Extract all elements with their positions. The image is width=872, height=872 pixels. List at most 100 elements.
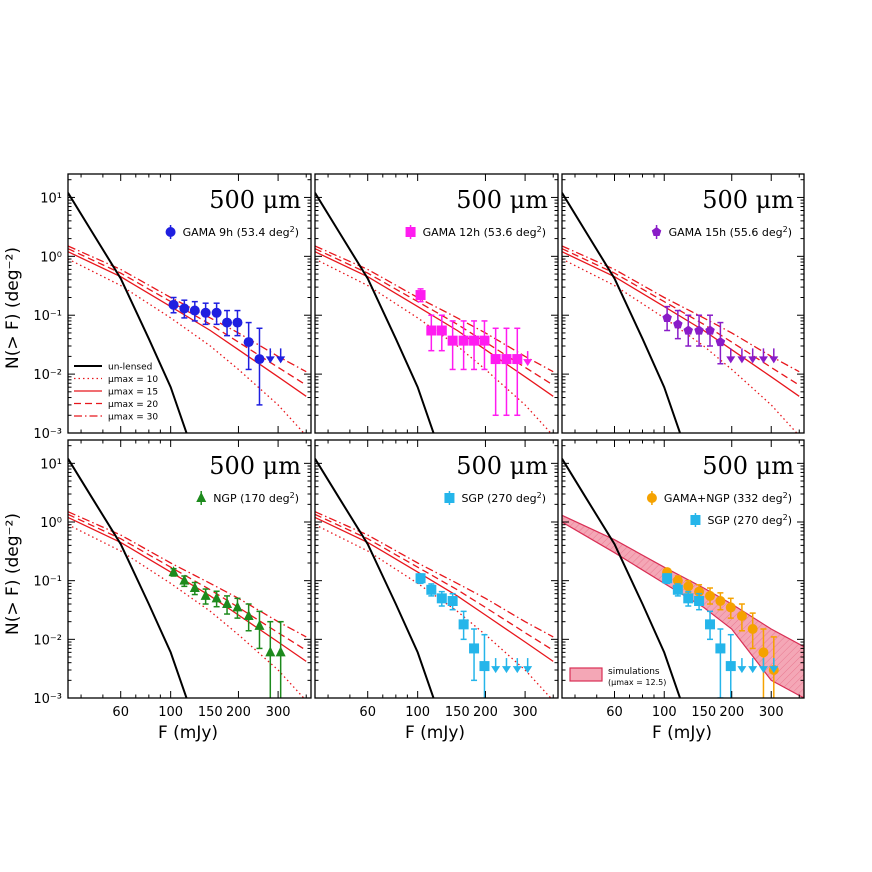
data-point (243, 609, 254, 620)
y-tick-label: 10⁰ (40, 250, 62, 265)
un-lensed-curve (315, 458, 435, 698)
wavelength-label: 500 μm (209, 186, 301, 214)
data-point (179, 574, 190, 585)
y-axis-label-top: N(> F) (deg⁻²) (3, 247, 23, 369)
data-point (479, 335, 490, 346)
y-axis-label-bottom: N(> F) (deg⁻²) (3, 513, 23, 635)
legend-marker (690, 515, 701, 525)
un-lensed-curve (68, 458, 188, 698)
legend-marker (405, 227, 416, 237)
legend-entry: SGP (270 deg2) (444, 491, 546, 506)
legend-label: GAMA 15h (55.6 deg2) (669, 225, 792, 240)
x-tick-label: 60 (112, 705, 129, 720)
panel-3: 500 μm GAMA 15h (55.6 deg2) (561, 173, 805, 434)
model-curve-mu30 (315, 511, 554, 638)
data-point (232, 601, 243, 612)
data-point (458, 619, 469, 630)
x-tick-label: 200 (719, 705, 744, 720)
upper-limit-arrow (276, 356, 286, 364)
y-tick-label: 10⁻² (33, 368, 62, 383)
x-tick-label: 100 (158, 705, 183, 720)
upper-limit-arrow (523, 666, 533, 674)
model-curve-mu10 (315, 258, 552, 433)
x-tick-label: 300 (759, 705, 784, 720)
data-point (662, 573, 673, 584)
y-tick-label: 10⁻³ (33, 427, 62, 442)
model-curve-mu10 (68, 258, 305, 433)
data-point (758, 647, 769, 658)
data-point (683, 325, 693, 335)
un-lensed-curve (562, 192, 682, 433)
legend-label: SGP (270 deg2) (461, 491, 546, 506)
data-point (200, 307, 211, 318)
upper-limit-arrow (512, 666, 522, 674)
legend-label: SGP (270 deg2) (707, 513, 792, 528)
data-point (662, 312, 672, 322)
legend-label: GAMA 12h (53.6 deg2) (423, 225, 546, 240)
plot-area (315, 192, 554, 433)
x-tick-label: 100 (652, 705, 677, 720)
panel-6: 60 100 150 200 300 500 μm GAMA+NGP (332 deg2) S… (561, 439, 805, 720)
model-curve-mu20 (315, 513, 554, 651)
un-lensed-curve (562, 458, 682, 698)
x-tick-label: 200 (473, 705, 498, 720)
legend-entry: GAMA 15h (55.6 deg2) (651, 225, 792, 240)
upper-limit-arrow (758, 666, 768, 674)
data-point (683, 593, 694, 604)
y-tick-label: 10¹ (40, 457, 62, 472)
model-curve-mu10 (562, 258, 798, 433)
series-gama-15h (662, 305, 779, 365)
x-tick-label: 150 (691, 705, 716, 720)
model-curve-mu20 (68, 513, 307, 651)
panel-4: 60 100 150 200 300 10⁻³ 10⁻² 10⁻¹ 10⁰ 10¹ 500 μm NG… (33, 439, 312, 720)
legend-marker (646, 493, 657, 503)
legend-marker (165, 227, 176, 237)
x-tick-label: 60 (606, 705, 623, 720)
legend-entry: GAMA+NGP (332 deg2) (646, 491, 792, 506)
panel-frame (67, 173, 312, 434)
data-point (736, 610, 747, 621)
simulation-legend: simulations(μmax = 12.5) (569, 667, 666, 687)
upper-limit-arrow (737, 666, 747, 674)
series-sgp (415, 573, 533, 698)
y-tick-label: 10⁻² (33, 633, 62, 648)
wavelength-label: 500 μm (456, 452, 548, 480)
data-point (705, 590, 716, 601)
data-point (501, 354, 512, 365)
data-point (415, 290, 426, 301)
simulation-legend-sublabel: (μmax = 12.5) (608, 678, 666, 687)
simulation-legend-label: simulations (608, 667, 660, 677)
panel-5: 60 100 150 200 300 500 μm SGP (270 deg2) (314, 439, 559, 720)
data-point (673, 319, 683, 329)
x-tick-label: 150 (198, 705, 223, 720)
upper-limit-arrow (748, 666, 758, 674)
panel-frame (561, 173, 805, 434)
data-point (694, 325, 704, 335)
data-point (512, 354, 523, 365)
wavelength-label: 500 μm (209, 452, 301, 480)
data-point (211, 307, 222, 318)
data-point (211, 592, 222, 603)
legend-marker (196, 492, 207, 502)
data-point (168, 299, 179, 310)
upper-limit-arrow (758, 356, 768, 364)
panel-frame (314, 173, 559, 434)
data-point (705, 325, 715, 335)
legend-marker (651, 227, 662, 236)
panel-2: 500 μm GAMA 12h (53.6 deg2) (314, 173, 559, 434)
data-point (189, 305, 200, 316)
x-tick-label: 200 (226, 705, 251, 720)
legend-label: GAMA+NGP (332 deg2) (664, 491, 792, 506)
y-tick-label: 10¹ (40, 191, 62, 206)
data-point (200, 589, 211, 600)
model-legend-label: μmax = 15 (108, 388, 158, 398)
data-point (275, 646, 286, 657)
data-point (490, 354, 501, 365)
data-point (715, 596, 726, 607)
data-point (469, 643, 480, 654)
x-tick-label: 60 (359, 705, 376, 720)
data-point (426, 584, 437, 595)
y-tick-label: 10⁻¹ (33, 309, 62, 324)
panel-1: 10⁻³ 10⁻² 10⁻¹ 10⁰ 10¹ 500 μm GAMA 9h (53.4 de… (33, 173, 312, 442)
panel-grid: 10⁻³ 10⁻² 10⁻¹ 10⁰ 10¹ 500 μm GAMA 9h (53.4 de… (33, 173, 805, 720)
